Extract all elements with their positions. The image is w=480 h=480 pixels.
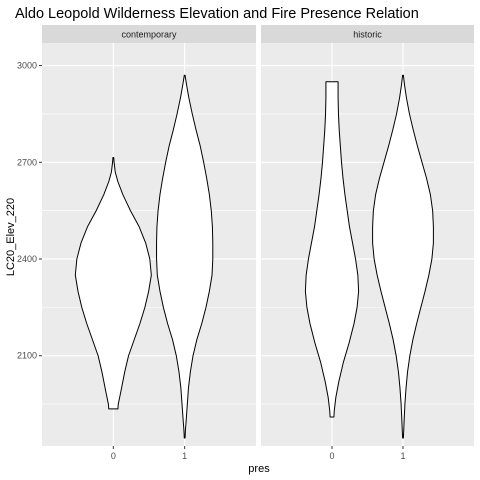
facet-strip-label: historic <box>353 30 382 40</box>
x-tick-label: 1 <box>182 451 187 461</box>
violin-contemporary-1 <box>156 74 214 439</box>
x-tick-label: 0 <box>329 451 334 461</box>
y-axis-title: LC20_Elev_220 <box>5 198 17 276</box>
facet-strip <box>261 25 474 43</box>
x-axis-title: pres <box>248 463 270 475</box>
violin-historic-1 <box>372 74 434 439</box>
y-axis: 2100 2400 2700 3000 <box>17 61 42 361</box>
panel-background <box>42 43 256 446</box>
violin-historic-0 <box>304 81 360 418</box>
facet-strip-label: contemporary <box>121 30 177 40</box>
y-tick-label: 2700 <box>17 157 37 167</box>
x-tick-label: 0 <box>111 451 116 461</box>
y-tick-label: 2100 <box>17 351 37 361</box>
panel-background <box>261 43 474 446</box>
facet-panels: contemporary historic <box>42 25 474 446</box>
y-tick-label: 3000 <box>17 61 37 71</box>
y-tick-label: 2400 <box>17 254 37 264</box>
chart-title: Aldo Leopold Wilderness Elevation and Fi… <box>15 6 419 22</box>
x-axis: 0 1 0 1 <box>111 446 406 461</box>
violin-contemporary-0 <box>74 156 152 410</box>
x-tick-label: 1 <box>400 451 405 461</box>
facet-strip <box>42 25 256 43</box>
